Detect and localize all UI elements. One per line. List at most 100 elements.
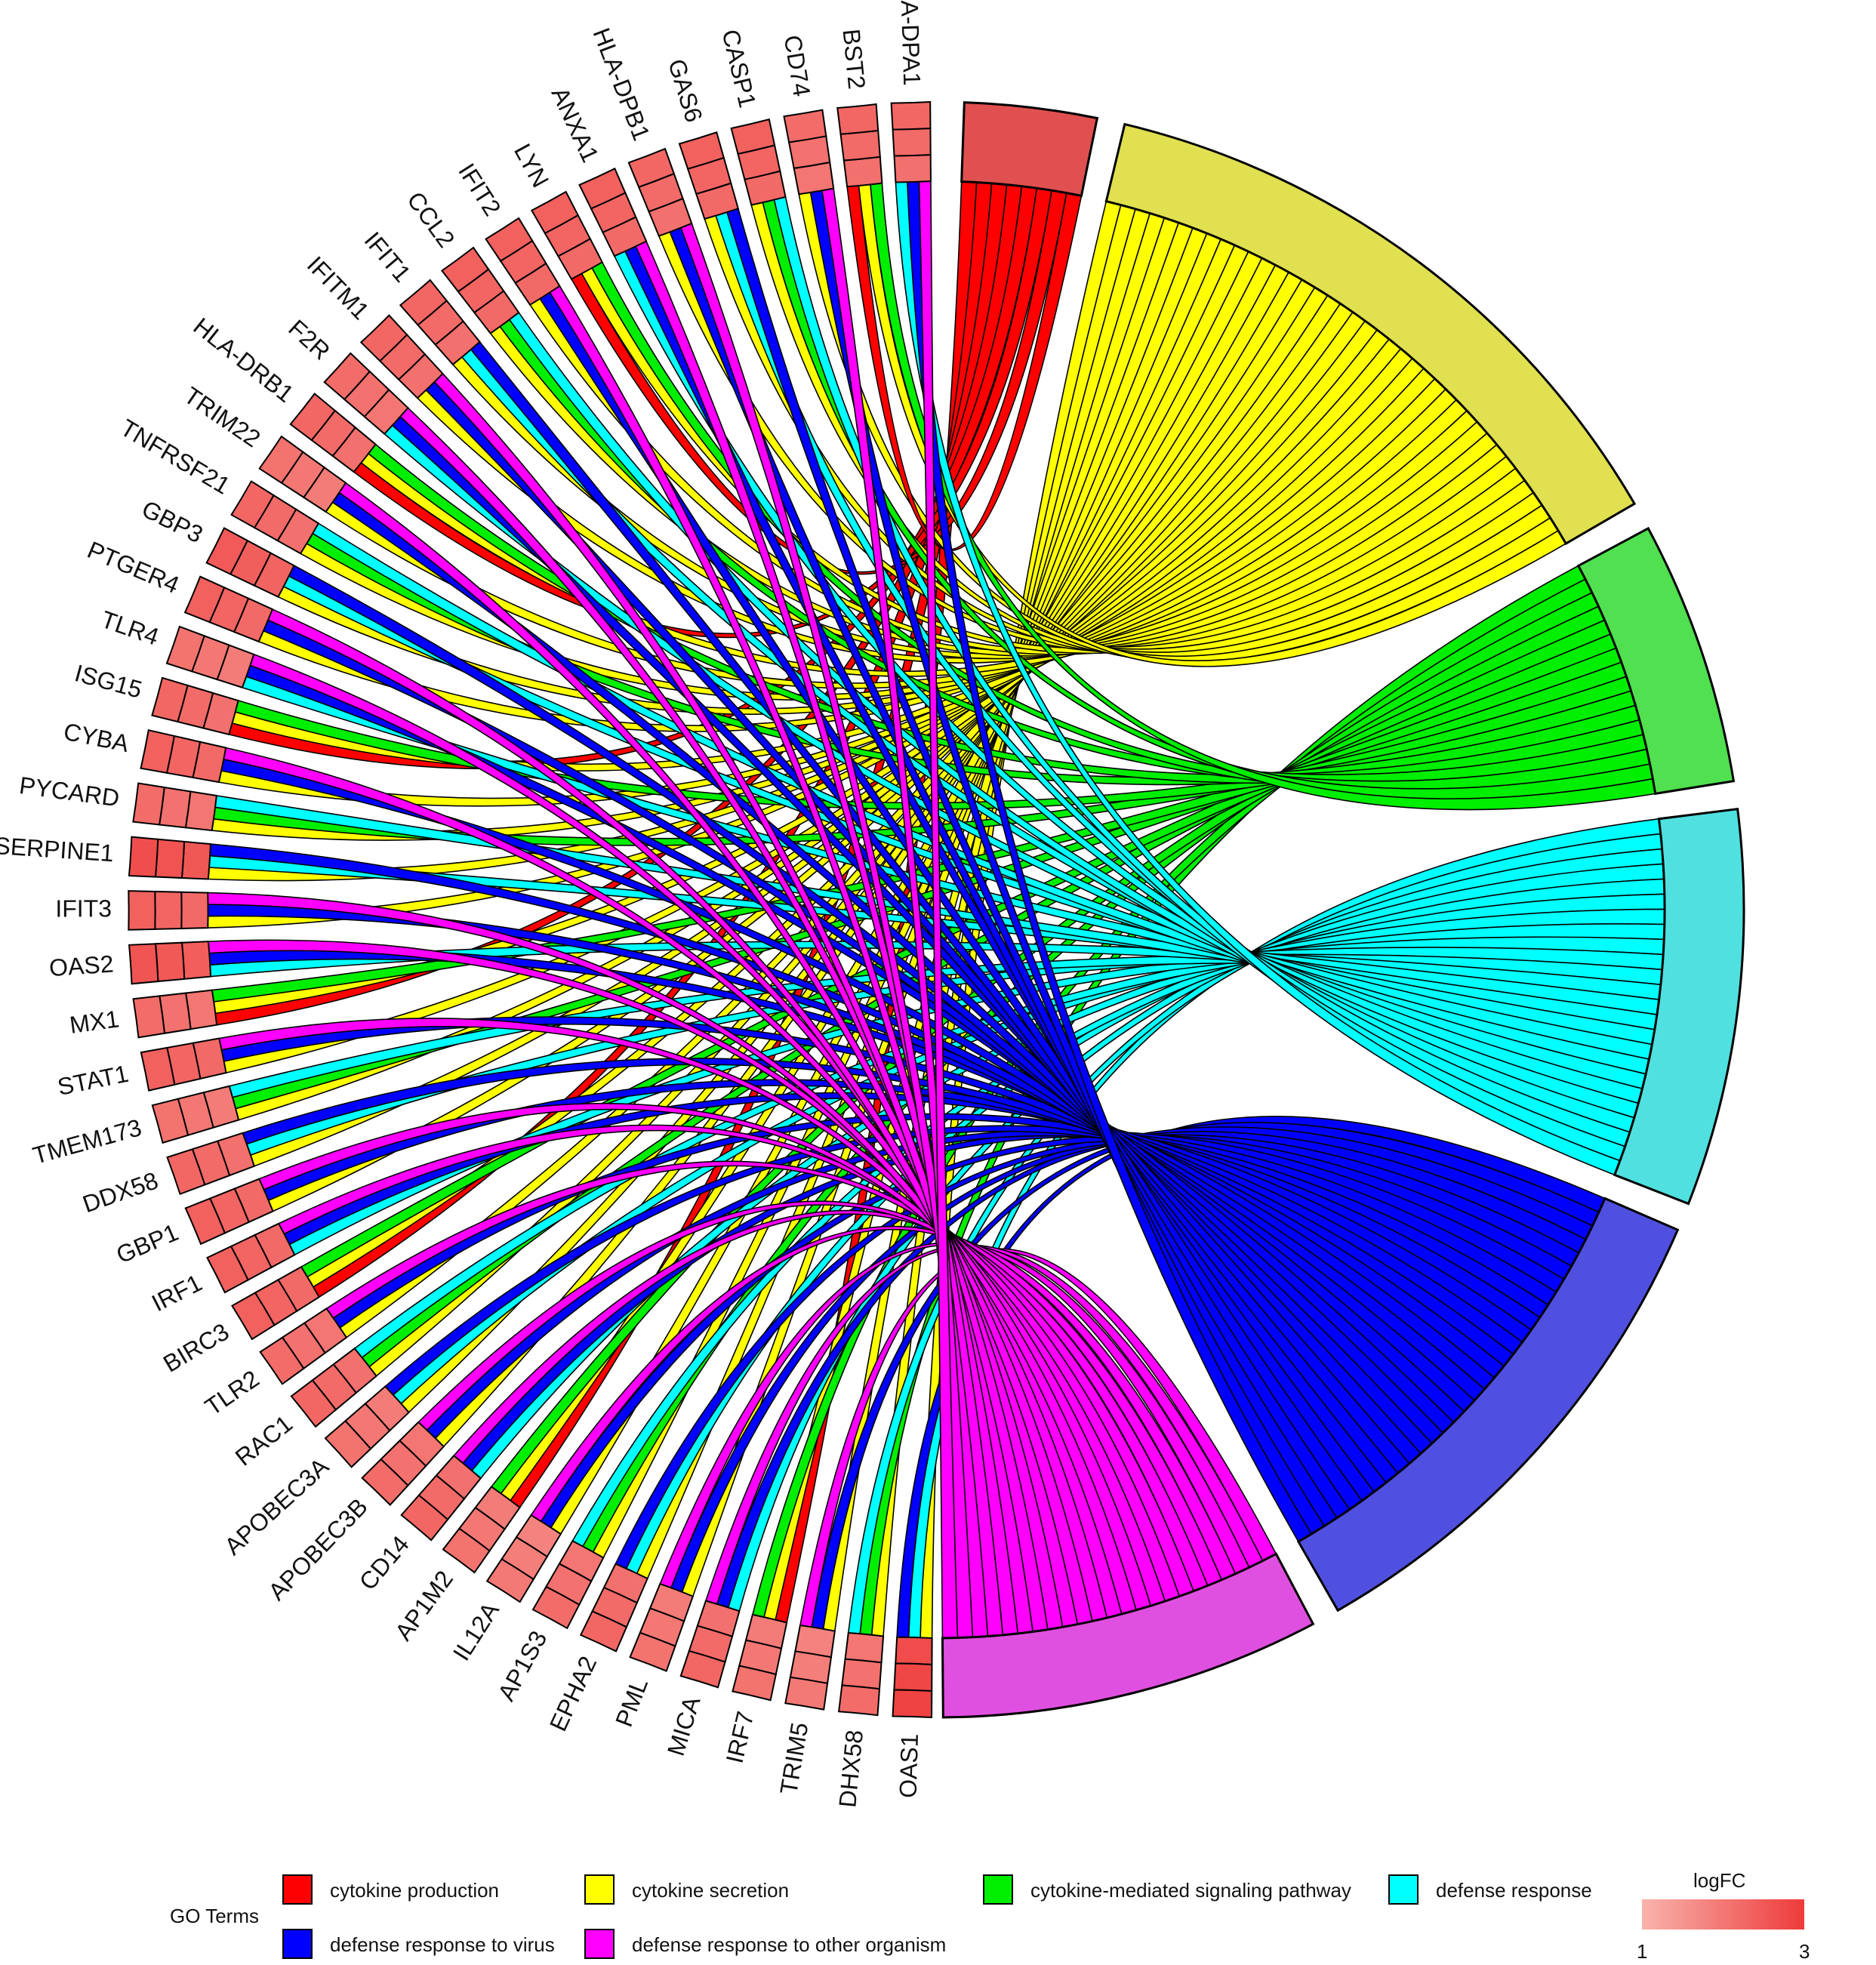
gene-label-trim5: TRIM5 [775,1720,813,1797]
gene-box-hla-dpa1-2 [890,100,932,131]
gene-box-oas2-2 [128,943,159,985]
gene-box-bst2-0 [843,156,883,188]
term-band-cytokine-mediated-signaling-pathway [1576,526,1736,796]
gene-label-ifitm1: IFITM1 [302,251,374,325]
gene-box-hla-drb1-2 [289,393,337,442]
gene-box-serpine1-0 [180,840,211,880]
gene-box-bst2-1 [839,129,881,162]
gene-box-il12a-2 [485,1557,535,1603]
gene-label-irf1: IRF1 [147,1269,206,1317]
gene-box-hla-dpa1-0 [893,153,932,183]
gene-label-ap1s3: AP1S3 [492,1626,552,1705]
gene-box-hla-dpa1-1 [892,127,932,157]
gene-label-il12a: IL12A [448,1597,505,1665]
gene-box-oas2-0 [180,941,212,980]
gene-box-tlr4-2 [165,625,205,673]
legend-swatch-defense-response [1388,1874,1419,1905]
gene-label-oas1: OAS1 [895,1733,924,1798]
gene-box-ifit3-0 [180,891,209,930]
gene-label-f2r: F2R [283,314,335,365]
legend-title: GO Terms [170,1905,259,1927]
gene-box-tnfrsf21-2 [230,480,275,529]
gene-box-ddx58-2 [166,1148,206,1196]
term-band-layer [941,101,1745,1719]
gene-label-cd14: CD14 [354,1530,414,1595]
gene-label-rac1: RAC1 [230,1409,297,1471]
gene-box-f2r-2 [323,352,371,401]
gene-label-oas2: OAS2 [48,950,115,982]
gene-box-cd14-2 [400,1494,449,1542]
legend-label-cytokine-production: cytokine production [330,1879,499,1902]
gene-box-serpine1-2 [128,836,159,878]
gene-box-apobec3a-2 [324,1419,372,1468]
legend-label-cytokine-secretion: cytokine secretion [632,1879,789,1902]
gene-box-ifit3-1 [154,890,183,930]
gene-box-dhx58-0 [844,1631,885,1664]
gene-label-casp1: CASP1 [716,26,761,109]
legend-swatch-cytokine-mediated-signaling [983,1874,1013,1905]
colorbar-max-label: 3 [1799,1940,1810,1963]
gene-box-trim5-2 [784,1676,829,1711]
gene-label-irf7: IRF7 [721,1708,759,1766]
term-band-defense-response [1613,807,1745,1206]
legend-swatch-defense-response-to-virus [282,1929,313,1959]
gene-box-ap1s3-2 [531,1585,581,1630]
gene-label-ifit3: IFIT3 [55,895,112,922]
gene-label-tlr4: TLR4 [97,605,162,651]
gene-box-ifitm1-2 [359,314,408,362]
gene-box-anxa1-2 [578,167,627,210]
gene-box-stat1-2 [140,1046,176,1092]
gene-label-tlr2: TLR2 [200,1365,264,1421]
gene-box-dhx58-2 [837,1684,881,1717]
go-terms-legend: GO Terms cytokine production cytokine se… [170,1874,1592,1959]
gene-label-ap1m2: AP1M2 [390,1566,458,1646]
gene-label-pml: PML [610,1674,653,1730]
gene-box-cyba-2 [140,728,176,775]
gene-box-hla-dpb1-2 [627,147,676,189]
gene-label-pycard: PYCARD [17,772,121,812]
gene-box-oas1-1 [893,1662,933,1692]
term-band-defense-response-to-virus [1296,1197,1680,1612]
gene-label-stat1: STAT1 [55,1060,131,1101]
gene-label-mica: MICA [662,1692,706,1759]
gene-box-mx1-2 [132,995,166,1039]
gene-label-ifit1: IFIT1 [359,226,417,287]
gene-label-gbp1: GBP1 [112,1218,183,1269]
gene-box-ccl2-2 [441,246,490,293]
gene-label-ddx58: DDX58 [79,1166,162,1218]
colorbar-gradient [1642,1899,1804,1930]
legend-label-defense-response-to-virus: defense response to virus [330,1933,555,1956]
gene-label-dhx58: DHX58 [833,1729,868,1809]
legend-label-defense-response-to-other-organism: defense response to other organism [632,1933,946,1956]
legend-label-cytokine-mediated-signaling: cytokine-mediated signaling pathway [1030,1879,1351,1902]
colorbar-title: logFC [1693,1869,1745,1892]
gene-label-anxa1: ANXA1 [547,83,605,166]
gene-box-ap1m2-2 [442,1527,491,1574]
gene-box-apobec3b-2 [361,1458,409,1507]
term-band-defense-response-to-other-organism [941,1552,1315,1719]
gene-label-birc3: BIRC3 [159,1318,233,1378]
gene-label-cyba: CYBA [61,718,131,758]
legend-swatch-defense-response-to-other-organism [584,1929,615,1959]
gene-box-oas2-1 [154,941,186,983]
gene-box-birc3-2 [231,1292,276,1341]
gene-label-gas6: GAS6 [663,56,708,125]
gene-label-hla-dpb1: HLA-DPB1 [587,24,655,144]
gene-label-epha2: EPHA2 [544,1652,602,1735]
gene-label-tmem173: TMEM173 [29,1113,144,1169]
gene-box-ptger4-2 [183,575,226,624]
term-band-cytokine-production [960,101,1099,198]
gene-box-rac1-2 [290,1379,337,1428]
gene-box-dhx58-1 [841,1658,883,1690]
colorbar-min-label: 1 [1637,1940,1647,1963]
gene-box-ifit1-2 [399,279,448,326]
gene-box-isg15-2 [151,676,189,723]
gene-box-ifit3-2 [128,890,156,931]
gene-box-tmem173-2 [151,1098,189,1144]
ribbon-layer [207,180,1665,1639]
gene-label-bst2: BST2 [837,28,870,91]
gene-box-layer [128,100,933,1719]
gene-box-gas6-2 [678,131,725,170]
legend-swatch-cytokine-production [282,1874,313,1905]
